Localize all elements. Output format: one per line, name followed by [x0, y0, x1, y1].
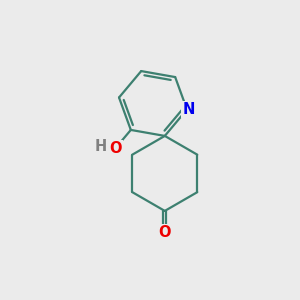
Text: N: N [182, 102, 195, 117]
Text: H: H [94, 139, 106, 154]
Text: O: O [158, 225, 171, 240]
Text: O: O [109, 141, 122, 156]
